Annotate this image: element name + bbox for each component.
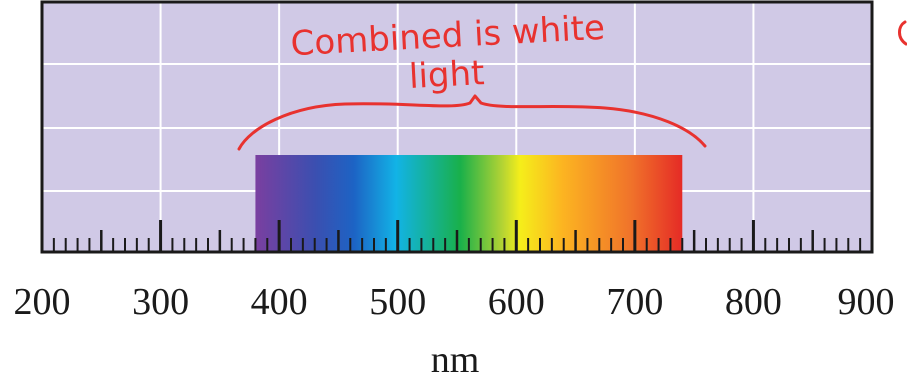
tick-label: 600 [488,281,545,323]
tick-label: 300 [132,281,189,323]
axis-tick-labels: 200 300 400 500 600 700 800 900 [14,281,895,323]
tick-label: 200 [14,281,71,323]
tick-label: 700 [606,281,663,323]
visible-spectrum-band [255,155,683,252]
curly-brace-icon [237,94,707,151]
red-mark-icon [898,20,907,46]
plot-frame [40,0,874,254]
tick-label: 800 [725,281,782,323]
axis-unit-label: nm [431,339,480,381]
tick-label: 900 [838,281,895,323]
annotation-line-2: light [408,53,485,97]
tick-label: 500 [369,281,426,323]
tick-label: 400 [251,281,308,323]
